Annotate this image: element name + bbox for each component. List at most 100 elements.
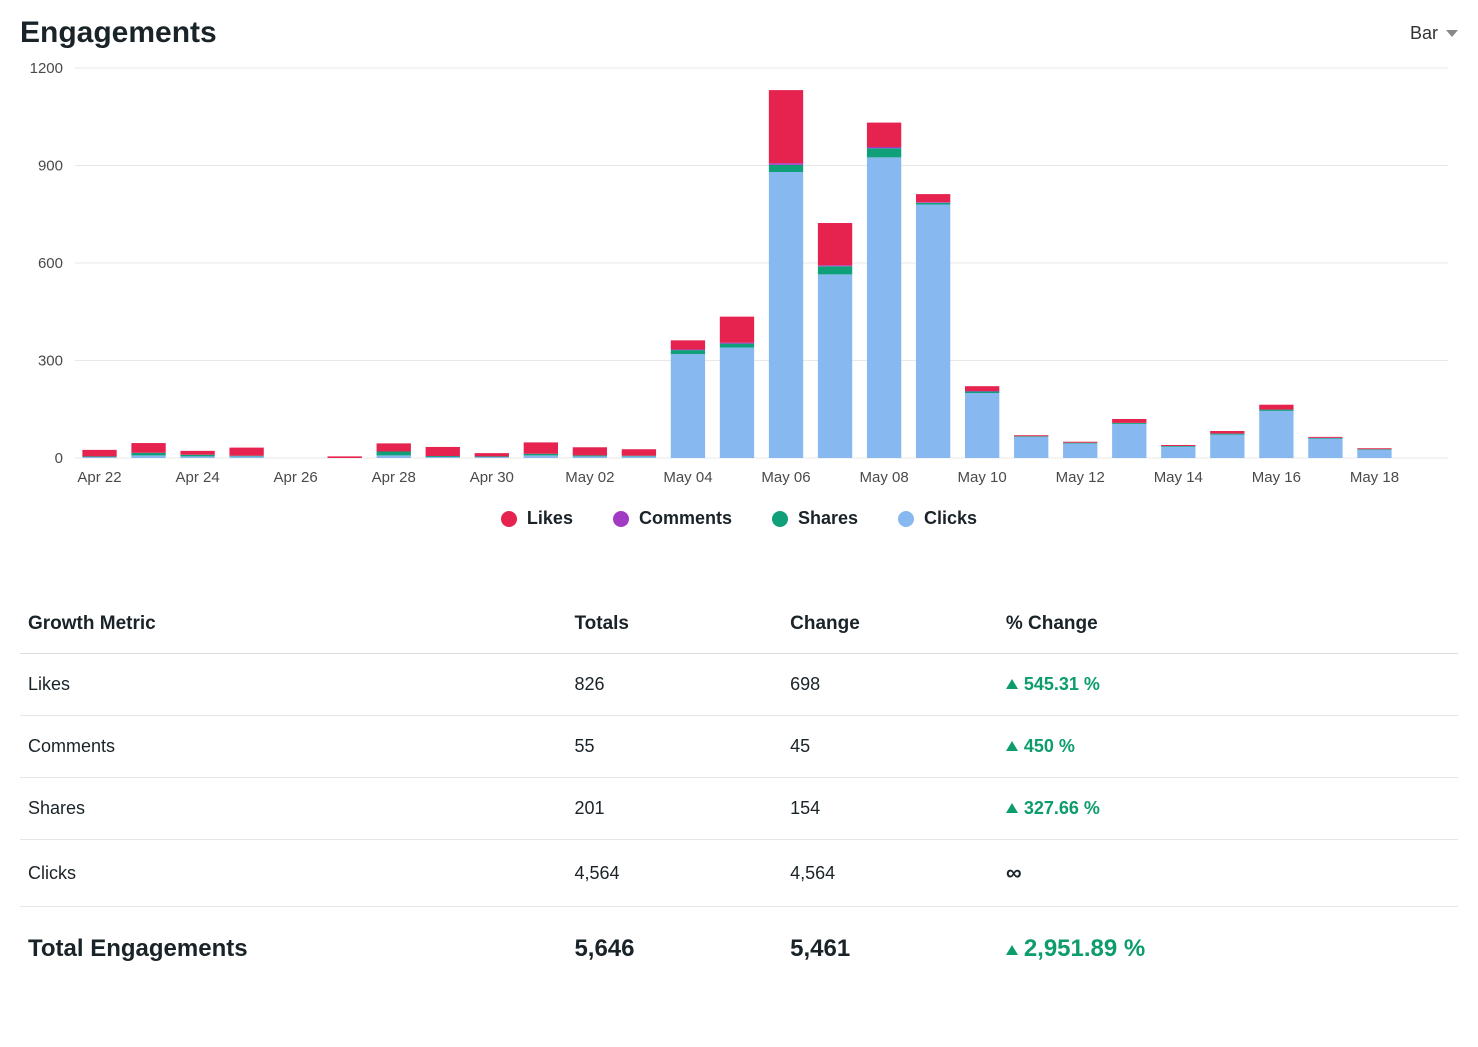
bar-segment-clicks: [867, 157, 901, 458]
bar-segment-likes: [1259, 405, 1293, 410]
bar-segment-clicks: [82, 457, 116, 458]
bar-segment-clicks: [1161, 447, 1195, 458]
engagements-chart: 03006009001200Apr 22Apr 24Apr 26Apr 28Ap…: [20, 60, 1458, 490]
bar-segment-shares: [1014, 436, 1048, 437]
bar-segment-shares: [818, 266, 852, 274]
y-tick-label: 300: [38, 353, 63, 370]
chevron-down-icon: [1446, 30, 1458, 37]
bar-segment-likes: [1308, 437, 1342, 438]
bar-segment-clicks: [1357, 450, 1391, 458]
bar-segment-clicks: [180, 456, 214, 458]
bar-segment-clicks: [720, 348, 754, 459]
metric-pct-change: ∞: [998, 840, 1458, 907]
bar-segment-likes: [965, 386, 999, 391]
bar-segment-shares: [573, 455, 607, 456]
bar-segment-likes: [82, 450, 116, 457]
bar-segment-clicks: [1014, 437, 1048, 458]
y-tick-label: 0: [55, 450, 63, 467]
bar-segment-shares: [82, 456, 116, 457]
bar-segment-clicks: [229, 456, 263, 458]
legend-item[interactable]: Shares: [772, 508, 858, 529]
x-tick-label: May 10: [958, 469, 1007, 486]
bar-segment-shares: [1308, 438, 1342, 439]
trend-up-icon: [1006, 803, 1018, 813]
chart-type-select[interactable]: Bar: [1410, 23, 1458, 44]
bar-segment-likes: [229, 448, 263, 456]
table-header: Change: [782, 599, 998, 654]
bar-segment-likes: [1112, 419, 1146, 423]
bar-segment-comments: [916, 202, 950, 203]
metric-change: 698: [782, 654, 998, 716]
bar-segment-comments: [818, 265, 852, 266]
bar-segment-likes: [1063, 442, 1097, 443]
metric-totals: 55: [566, 716, 782, 778]
bar-segment-shares: [916, 203, 950, 205]
bar-segment-shares: [1063, 443, 1097, 444]
bar-segment-clicks: [524, 455, 558, 458]
page-title: Engagements: [20, 16, 217, 50]
bar-segment-likes: [671, 340, 705, 349]
bar-segment-likes: [573, 447, 607, 455]
bar-segment-clicks: [1112, 424, 1146, 458]
x-tick-label: Apr 26: [274, 469, 318, 486]
bar-segment-likes: [377, 443, 411, 451]
bar-segment-clicks: [1308, 439, 1342, 459]
bar-segment-shares: [1210, 434, 1244, 435]
legend-dot-icon: [898, 511, 914, 527]
x-tick-label: May 02: [565, 469, 614, 486]
bar-segment-shares: [1357, 449, 1391, 450]
bar-segment-shares: [1161, 446, 1195, 447]
metric-totals: 5,646: [566, 907, 782, 984]
bar-segment-clicks: [131, 455, 165, 458]
bar-segment-likes: [524, 442, 558, 453]
bar-segment-shares: [671, 350, 705, 354]
x-tick-label: May 14: [1154, 469, 1203, 486]
bar-segment-likes: [769, 90, 803, 163]
metric-name: Clicks: [20, 840, 566, 907]
bar-segment-shares: [180, 455, 214, 457]
bar-segment-comments: [965, 391, 999, 392]
bar-segment-shares: [426, 456, 460, 457]
legend-item[interactable]: Clicks: [898, 508, 977, 529]
bar-segment-clicks: [671, 354, 705, 458]
table-row: Likes 826 698 545.31 %: [20, 654, 1458, 716]
bar-segment-likes: [1210, 431, 1244, 434]
legend-item[interactable]: Comments: [613, 508, 732, 529]
x-tick-label: May 12: [1056, 469, 1105, 486]
bar-segment-clicks: [916, 205, 950, 459]
x-tick-label: May 04: [663, 469, 712, 486]
bar-segment-likes: [1014, 435, 1048, 436]
bar-segment-clicks: [377, 455, 411, 458]
legend-dot-icon: [613, 511, 629, 527]
bar-segment-shares: [622, 456, 656, 457]
bar-segment-clicks: [965, 393, 999, 458]
chart-type-label: Bar: [1410, 23, 1438, 44]
bar-segment-shares: [965, 391, 999, 393]
table-row: Comments 55 45 450 %: [20, 716, 1458, 778]
bar-segment-clicks: [1259, 411, 1293, 458]
bar-segment-shares: [377, 452, 411, 456]
bar-segment-clicks: [573, 456, 607, 458]
metric-name: Likes: [20, 654, 566, 716]
legend-label: Likes: [527, 508, 573, 529]
legend-label: Clicks: [924, 508, 977, 529]
x-tick-label: Apr 22: [77, 469, 121, 486]
table-total-row: Total Engagements 5,646 5,461 2,951.89 %: [20, 907, 1458, 984]
bar-segment-likes: [867, 123, 901, 147]
bar-segment-comments: [671, 349, 705, 350]
bar-segment-shares: [131, 453, 165, 456]
bar-segment-shares: [1259, 410, 1293, 411]
metric-totals: 201: [566, 778, 782, 840]
metric-totals: 4,564: [566, 840, 782, 907]
bar-segment-likes: [622, 449, 656, 456]
trend-up-icon: [1006, 945, 1018, 955]
y-tick-label: 900: [38, 158, 63, 175]
legend-item[interactable]: Likes: [501, 508, 573, 529]
bar-segment-likes: [131, 443, 165, 453]
x-tick-label: May 06: [761, 469, 810, 486]
legend-label: Comments: [639, 508, 732, 529]
bar-segment-shares: [720, 344, 754, 348]
bar-segment-likes: [475, 453, 509, 456]
legend-label: Shares: [798, 508, 858, 529]
y-tick-label: 600: [38, 255, 63, 272]
